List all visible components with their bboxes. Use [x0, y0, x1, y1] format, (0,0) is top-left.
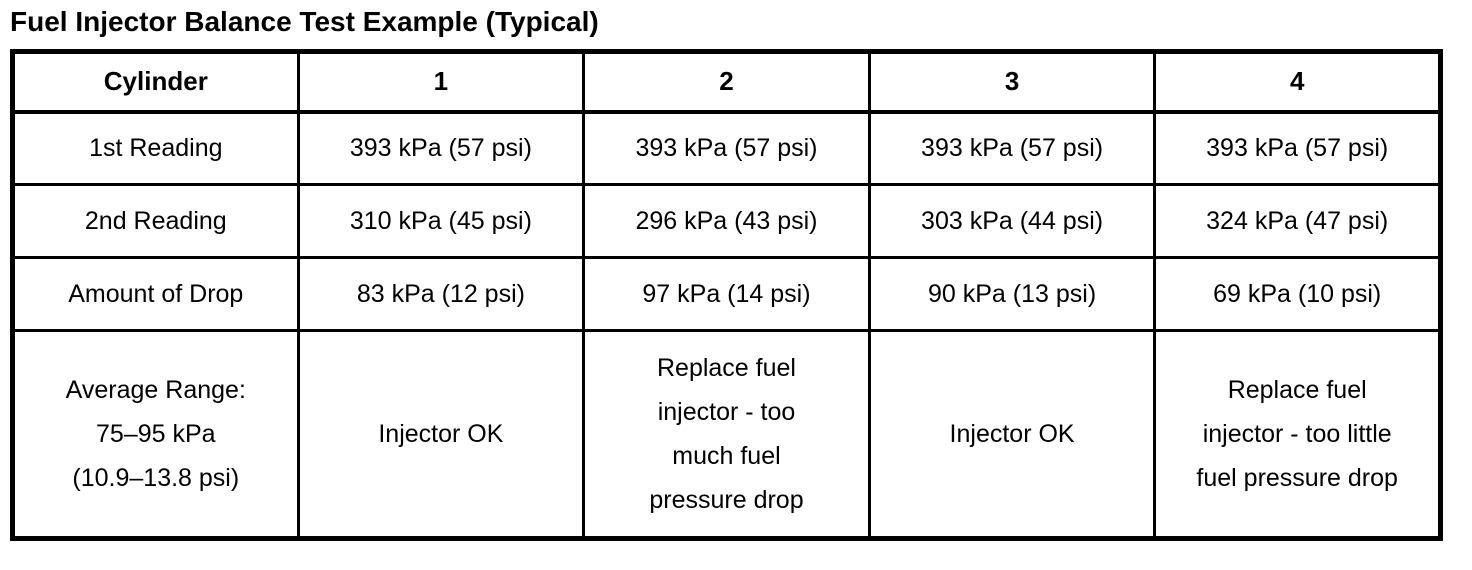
table-header-row: Cylinder 1 2 3 4: [11, 50, 1442, 114]
row-header-2nd-reading: 2nd Reading: [11, 183, 300, 260]
table-cell: 97 kPa (14 psi): [582, 256, 871, 333]
table-cell: 90 kPa (13 psi): [867, 256, 1157, 333]
table-cell-result: Replace fuel injector - too much fuel pr…: [582, 329, 871, 541]
row-header-1st-reading: 1st Reading: [11, 110, 300, 187]
table-cell: 393 kPa (57 psi): [296, 110, 586, 187]
column-header-cylinder: Cylinder: [11, 50, 300, 114]
table-cell: 393 kPa (57 psi): [1153, 110, 1442, 187]
table-cell-result: Injector OK: [867, 329, 1157, 541]
table-cell: 310 kPa (45 psi): [296, 183, 586, 260]
table-cell: 69 kPa (10 psi): [1153, 256, 1442, 333]
document-page: Fuel Injector Balance Test Example (Typi…: [10, 6, 1443, 542]
table-row-average-range: Average Range: 75–95 kPa (10.9–13.8 psi)…: [11, 329, 1442, 541]
row-header-amount-of-drop: Amount of Drop: [11, 256, 300, 333]
table-cell: 83 kPa (12 psi): [296, 256, 586, 333]
table-row-1st-reading: 1st Reading 393 kPa (57 psi) 393 kPa (57…: [11, 110, 1442, 187]
table-cell: 296 kPa (43 psi): [582, 183, 871, 260]
fuel-injector-balance-table: Cylinder 1 2 3 4 1st Reading 393 kPa (57…: [10, 49, 1443, 542]
column-header-3: 3: [867, 50, 1157, 114]
page-title: Fuel Injector Balance Test Example (Typi…: [10, 6, 599, 37]
column-header-2: 2: [582, 50, 871, 114]
column-header-1: 1: [296, 50, 586, 114]
table-cell: 303 kPa (44 psi): [867, 183, 1157, 260]
table-cell-result: Injector OK: [296, 329, 586, 541]
table-cell: 324 kPa (47 psi): [1153, 183, 1442, 260]
column-header-4: 4: [1153, 50, 1442, 114]
table-cell: 393 kPa (57 psi): [582, 110, 871, 187]
row-header-average-range: Average Range: 75–95 kPa (10.9–13.8 psi): [11, 329, 300, 541]
table-cell-result: Replace fuel injector - too little fuel …: [1153, 329, 1442, 541]
table-row-amount-of-drop: Amount of Drop 83 kPa (12 psi) 97 kPa (1…: [11, 256, 1442, 333]
table-cell: 393 kPa (57 psi): [867, 110, 1157, 187]
table-row-2nd-reading: 2nd Reading 310 kPa (45 psi) 296 kPa (43…: [11, 183, 1442, 260]
